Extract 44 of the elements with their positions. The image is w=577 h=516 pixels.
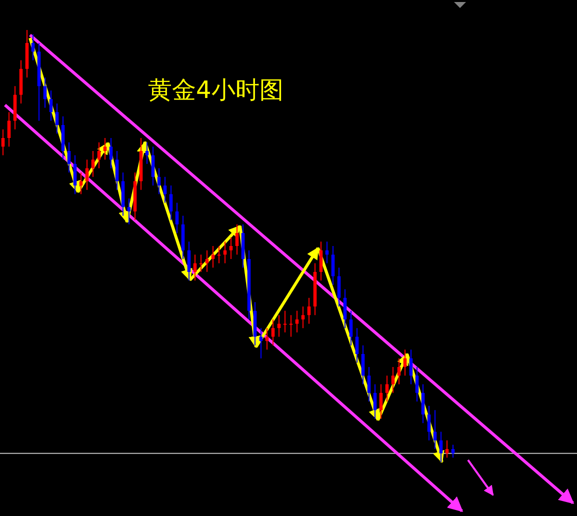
candlestick bbox=[385, 375, 389, 402]
candlestick bbox=[367, 366, 371, 402]
candlestick bbox=[415, 366, 419, 402]
candlestick bbox=[439, 431, 443, 462]
candlestick bbox=[259, 328, 263, 359]
candlestick bbox=[421, 384, 425, 424]
candlestick bbox=[205, 250, 209, 272]
candlestick bbox=[355, 328, 359, 364]
candlestick bbox=[115, 150, 119, 190]
candlestick bbox=[235, 224, 239, 256]
candlestick bbox=[175, 202, 179, 234]
candlestick bbox=[289, 314, 293, 338]
candlestick bbox=[229, 236, 233, 260]
candlestick bbox=[361, 344, 365, 385]
candlestick bbox=[301, 306, 305, 329]
candlestick bbox=[109, 138, 113, 169]
text: 黄金4小时图 bbox=[148, 76, 284, 104]
candlestick bbox=[211, 246, 215, 268]
candlestick bbox=[283, 310, 287, 333]
candlestick bbox=[343, 288, 347, 329]
candlestick bbox=[67, 142, 71, 174]
candlestick bbox=[103, 138, 107, 160]
candlestick bbox=[127, 198, 131, 225]
candlestick bbox=[7, 112, 11, 148]
candlestick bbox=[319, 241, 323, 282]
candlestick bbox=[451, 444, 455, 458]
candlestick bbox=[49, 90, 53, 122]
candlestick bbox=[169, 185, 173, 221]
candlestick bbox=[427, 405, 431, 441]
candlestick bbox=[445, 440, 449, 458]
candlestick bbox=[217, 246, 221, 264]
candlestick bbox=[187, 241, 191, 282]
candlestick bbox=[265, 328, 269, 350]
candlestick bbox=[295, 310, 299, 333]
candlestick bbox=[151, 146, 155, 186]
candlestick bbox=[199, 254, 203, 272]
candlestick bbox=[331, 246, 335, 286]
candlestick bbox=[73, 154, 77, 195]
candlestick bbox=[43, 77, 47, 108]
candlestick bbox=[85, 159, 89, 190]
candlestick bbox=[337, 267, 341, 307]
candlestick bbox=[79, 172, 83, 195]
candlestick bbox=[145, 142, 149, 164]
candlestick bbox=[55, 102, 59, 134]
